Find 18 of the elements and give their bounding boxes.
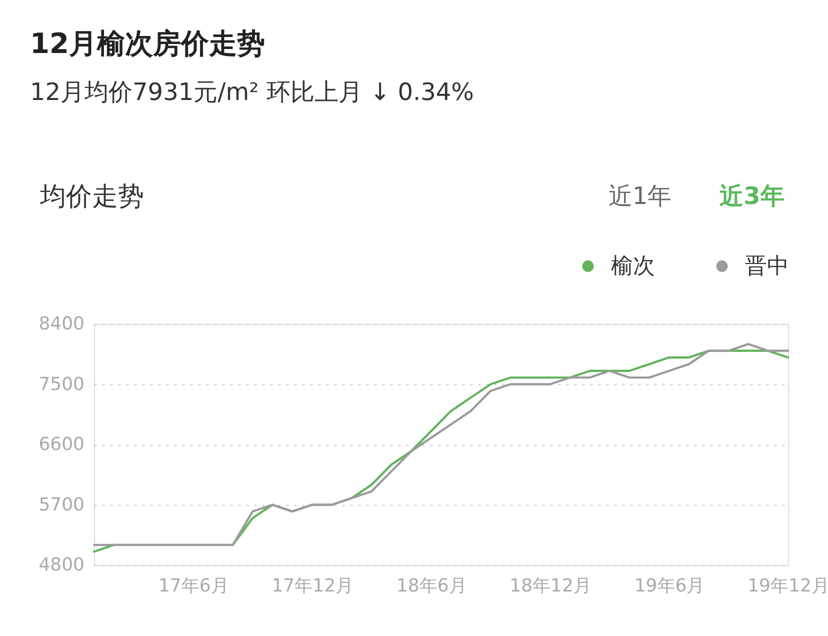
chart-title: 12月榆次房价走势 xyxy=(30,27,265,60)
x-tick-label: 19年6月 xyxy=(634,576,705,596)
y-tick-label: 6600 xyxy=(38,434,84,455)
y-tick-label: 4800 xyxy=(38,554,84,576)
legend-label: 晋中 xyxy=(745,254,789,280)
y-tick-label: 8400 xyxy=(38,314,84,334)
y-tick-label: 5700 xyxy=(38,494,84,516)
text: 近1年 xyxy=(608,182,672,210)
text: 近3年 xyxy=(720,182,784,210)
x-tick-label: 18年12月 xyxy=(510,576,592,596)
chart-subtitle: 12月均价7931元/m² 环比上月 ↓ 0.34% xyxy=(30,78,474,106)
x-tick-label: 17年6月 xyxy=(158,576,229,596)
legend-label: 榆次 xyxy=(611,254,655,280)
x-tick-label: 18年6月 xyxy=(396,576,467,596)
text: 均价走势 xyxy=(39,182,144,212)
x-tick-label: 17年12月 xyxy=(272,576,354,596)
x-tick-label: 19年12月 xyxy=(748,576,828,596)
y-tick-label: 7500 xyxy=(38,374,84,395)
